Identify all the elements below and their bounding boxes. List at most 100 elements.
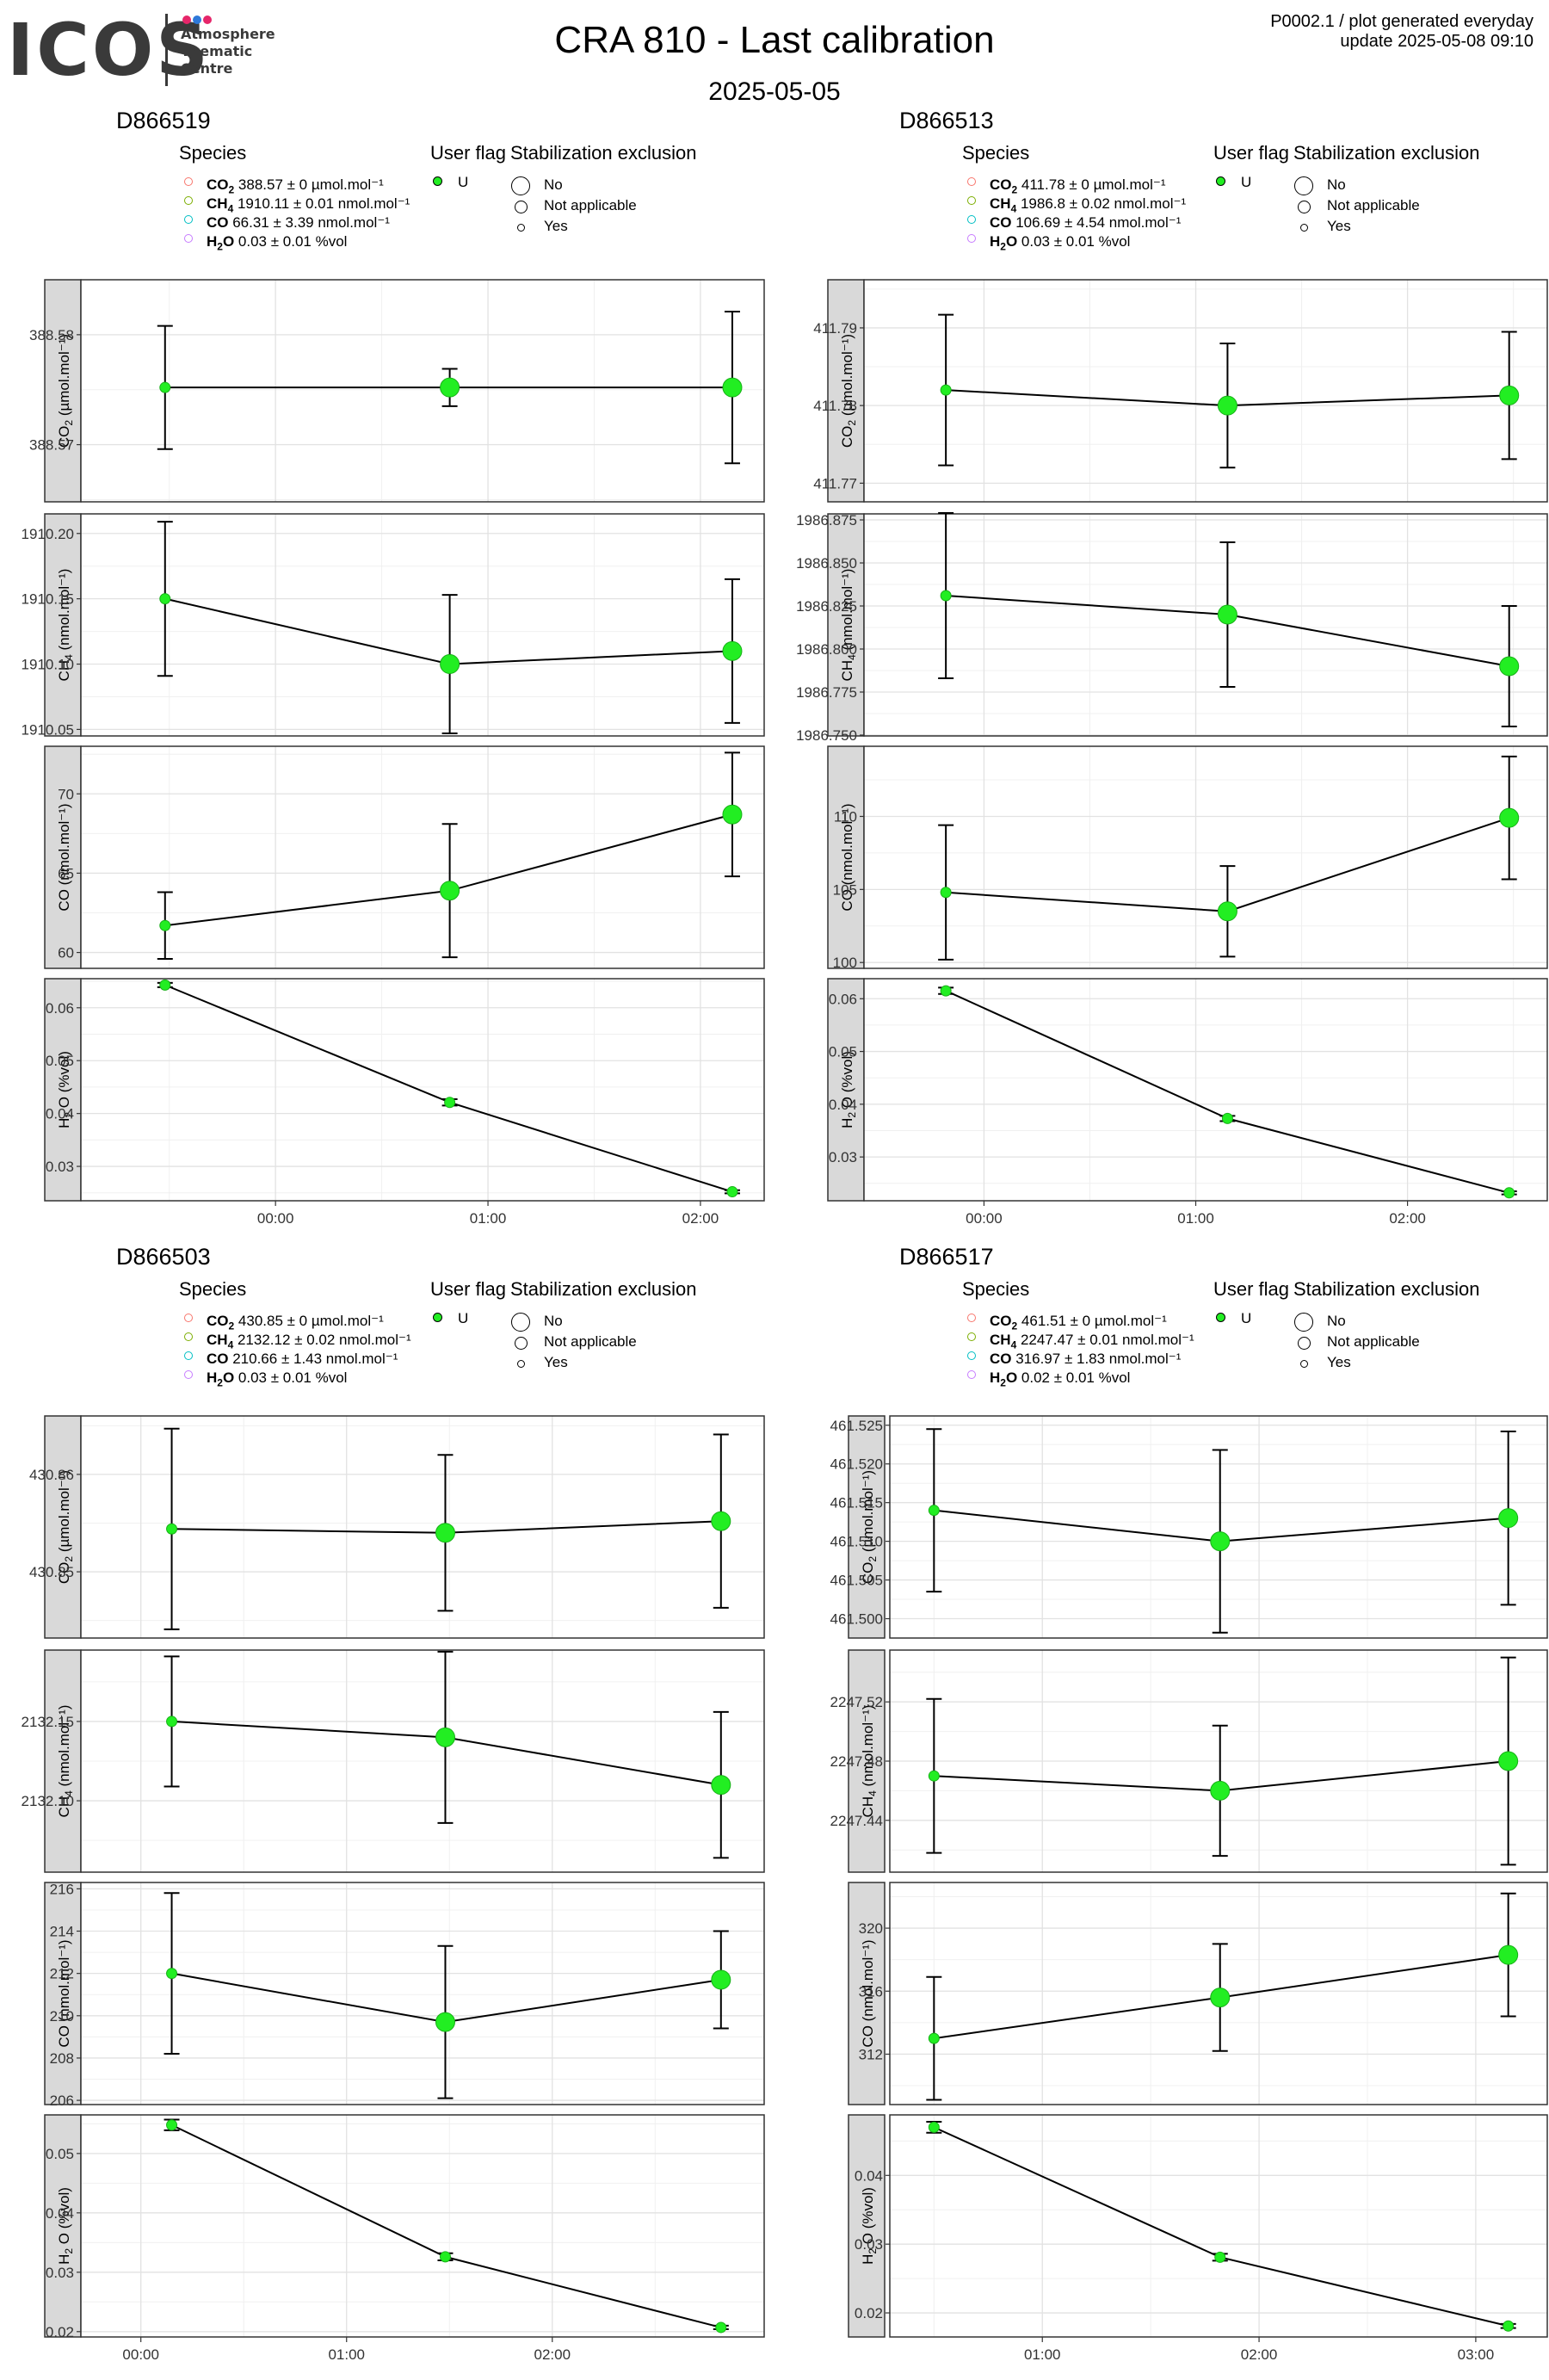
facet-background	[81, 1416, 764, 1638]
logo-sub-line-3: Centre	[181, 60, 233, 77]
y-tick-label: 65	[58, 865, 74, 881]
legend-species-value: 0.03 ± 0.01 %vol	[1017, 233, 1131, 250]
y-tick-label: 411.79	[813, 320, 857, 337]
legend-species-value: 411.78 ± 0 µmol.mol⁻¹	[1017, 176, 1166, 193]
y-tick-label: 461.500	[830, 1611, 883, 1628]
facet-strip	[848, 2114, 886, 2338]
facet-strip-label: H2 O (%vol)	[56, 1051, 75, 1128]
legend-species-value: 66.31 ± 3.39 nmol.mol⁻¹	[228, 214, 390, 231]
data-point	[1217, 395, 1237, 416]
y-tick-label: 0.04	[46, 1106, 74, 1122]
legend-species-value: 0.03 ± 0.01 %vol	[234, 233, 348, 250]
facet-plot: CO2 (µmol.mol⁻¹)430.85 430.86 CH4 (nmol.mo…	[22, 1415, 765, 2363]
y-tick-label: 206	[50, 2093, 74, 2109]
data-point	[928, 1770, 940, 1782]
legend-species-name: O	[222, 233, 235, 250]
facet-frame	[863, 279, 1548, 503]
facet-strip-label: CO2 (µmol.mol⁻¹)	[839, 334, 858, 448]
legend-species-value: O 0.03 ± 0.01 %vol	[223, 233, 347, 250]
y-tick-label: 1910.05	[22, 721, 74, 738]
y-tick-label: 411.78	[813, 398, 857, 414]
data-point	[159, 381, 171, 393]
y-tick-label: 320	[859, 1920, 883, 1937]
legend-user-flag-header: User flag	[1213, 1278, 1290, 1300]
y-tick-label: 0.03	[46, 2265, 74, 2281]
data-point	[1499, 807, 1520, 828]
facet-strip	[827, 978, 865, 1202]
y-tick-label: 0.04	[855, 2167, 883, 2184]
x-tick-label: 03:00	[1458, 2346, 1495, 2363]
legend-stabilization-header: Stabilization exclusion	[510, 1278, 697, 1300]
data-point	[159, 919, 171, 931]
data-point	[726, 1186, 738, 1198]
legend-species-subscript: 4	[227, 202, 234, 215]
legend-species-item: CH4 1910.11 ± 0.01 nmol.mol⁻¹	[207, 195, 410, 214]
facet-strip	[848, 1882, 886, 2105]
legend-stabilization-marker-icon	[514, 200, 528, 213]
data-point	[1499, 656, 1520, 677]
data-point	[722, 640, 743, 661]
legend-species-marker-icon	[967, 234, 976, 243]
facet-background	[81, 746, 764, 968]
legend-species-marker-icon	[967, 215, 976, 224]
legend-species-name: CH4	[207, 1332, 234, 1351]
legend-species-subscript: 2	[217, 1376, 223, 1389]
y-tick-label: 316	[859, 1983, 883, 2000]
legend-species-value: 461.51 ± 0 µmol.mol⁻¹	[1017, 1313, 1167, 1329]
data-point	[940, 590, 952, 602]
y-tick-label: 461.525	[830, 1418, 883, 1434]
legend-stabilization-marker-icon	[1297, 1336, 1311, 1350]
legend-species-value: O 0.03 ± 0.01 %vol	[1006, 233, 1130, 250]
facet-strip-label: H2 O (%vol)	[860, 2187, 879, 2265]
panel-title: D866513	[899, 108, 994, 133]
y-tick-label: 388.58	[29, 327, 74, 343]
legend-species-value: 2247.47 ± 0.01 nmol.mol⁻¹	[1016, 1332, 1194, 1348]
legend-species-name: CO	[207, 214, 229, 231]
y-tick-label: 1910.20	[22, 526, 74, 542]
legend-stabilization-header: Stabilization exclusion	[1293, 1278, 1480, 1300]
facet-background	[81, 1882, 764, 2105]
y-tick-label: 411.77	[813, 475, 857, 491]
facet-strip	[827, 745, 865, 969]
legend-species-name: H2	[207, 233, 223, 253]
legend-species-subscript: 2	[217, 240, 223, 253]
legend-species-item: CO2 461.51 ± 0 µmol.mol⁻¹	[990, 1313, 1167, 1332]
data-point	[940, 985, 952, 997]
logo-subtitle: Atmosphere Thematic Centre	[181, 26, 275, 77]
legend-species-item: CO 106.69 ± 4.54 nmol.mol⁻¹	[990, 214, 1181, 232]
y-tick-label: 1986.775	[796, 684, 857, 701]
y-tick-label: 0.06	[46, 1000, 74, 1017]
data-point	[940, 887, 952, 899]
legend-species-name: CH4	[207, 195, 234, 215]
legend-species-marker-icon	[967, 1351, 976, 1360]
panel-title: D866519	[116, 108, 211, 133]
facet-strip-label: H2 O (%vol)	[56, 2187, 75, 2265]
page-title: CRA 810 - Last calibration	[554, 19, 995, 61]
legend-species-value: 1986.8 ± 0.02 nmol.mol⁻¹	[1016, 195, 1187, 212]
data-point	[711, 1969, 731, 1990]
legend-species-name: CO	[990, 214, 1012, 231]
data-point	[440, 654, 460, 675]
data-point	[166, 2119, 178, 2131]
legend-species-value: 0.02 ± 0.01 %vol	[1017, 1369, 1131, 1386]
data-point	[1214, 2251, 1226, 2263]
y-tick-label: 2247.52	[830, 1694, 883, 1710]
page-subtitle: 2025-05-05	[708, 77, 841, 106]
legend-stabilization-item: Not applicable	[544, 197, 637, 213]
legend-species-value: 210.66 ± 1.43 nmol.mol⁻¹	[228, 1351, 398, 1367]
facet-strip	[827, 279, 865, 503]
legend-species-name: CO2	[207, 176, 235, 196]
facet-frame	[80, 745, 765, 969]
legend-species-item: CO 66.31 ± 3.39 nmol.mol⁻¹	[207, 214, 390, 232]
legend-user-flag-marker-icon	[433, 176, 442, 186]
legend-species-item: CO2 430.85 ± 0 µmol.mol⁻¹	[207, 1313, 384, 1332]
y-tick-label: 105	[833, 881, 857, 898]
legend-user-flag-marker-icon	[1216, 176, 1225, 186]
legend-species-marker-icon	[967, 177, 976, 186]
data-point	[722, 377, 743, 398]
legend-species-marker-icon	[967, 1314, 976, 1322]
data-point	[439, 2251, 451, 2263]
legend-species-subscript: 2	[1000, 240, 1006, 253]
legend-species-value: 388.57 ± 0 µmol.mol⁻¹	[234, 176, 384, 193]
generation-line-2: update 2025-05-08 09:10	[1340, 32, 1534, 51]
